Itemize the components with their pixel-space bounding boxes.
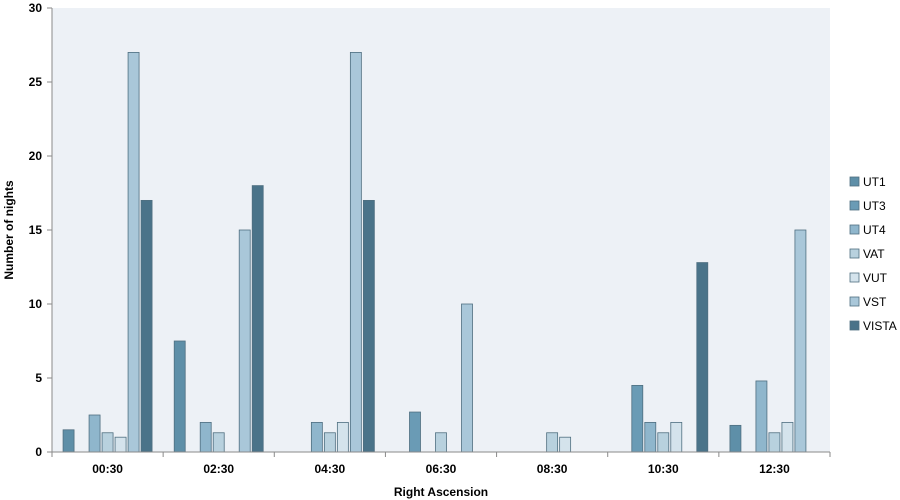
bar-vst-0630 [461, 303, 473, 453]
x-tick-label: 04:30 [315, 462, 346, 476]
x-tick-label: 00:30 [92, 462, 123, 476]
legend-label-vut: VUT [863, 271, 888, 285]
bar-ut4-1030 [644, 421, 657, 453]
y-tick-label: 25 [29, 75, 43, 89]
x-tick-label: 08:30 [537, 462, 568, 476]
bar-ut4-0430 [310, 421, 323, 453]
x-tick-label: 02:30 [203, 462, 234, 476]
bar-vista-0430 [362, 199, 375, 453]
bars-group [62, 52, 807, 453]
y-axis-title: Number of nights [2, 180, 16, 280]
bar-ut1-1230 [729, 424, 742, 453]
legend-swatch-ut3 [849, 200, 860, 211]
bar-vst-1230 [794, 229, 807, 453]
bar-vista-0030 [140, 199, 153, 453]
legend-swatch-ut1 [849, 176, 860, 187]
bar-ut3-0630 [409, 411, 421, 453]
bar-vut-1030 [670, 421, 683, 453]
bar-vat-0430 [323, 432, 336, 453]
legend-swatch-vut [849, 272, 860, 283]
bar-vat-0830 [546, 432, 559, 453]
y-tick-label: 0 [35, 445, 42, 459]
x-tick-label: 12:30 [759, 462, 790, 476]
bar-ut4-0230 [199, 421, 212, 453]
bar-vut-0430 [336, 421, 349, 453]
bar-ut4-1230 [755, 380, 768, 453]
y-tick-label: 10 [29, 297, 43, 311]
bar-vista-0230 [251, 185, 264, 453]
y-tick-label: 5 [35, 371, 42, 385]
legend-label-ut4: UT4 [863, 223, 886, 237]
legend-swatch-vst [849, 296, 860, 307]
bar-ut3-1030 [631, 384, 644, 453]
bar-vut-0030 [114, 436, 127, 453]
bar-vat-0030 [101, 432, 114, 453]
x-ticks-group: 00:30 02:30 04:30 06:30 08:30 10:30 12:30 [51, 452, 831, 476]
bar-vista-1030 [696, 262, 709, 453]
bar-vut-1230 [781, 421, 794, 453]
legend-label-ut1: UT1 [863, 175, 886, 189]
y-tick-label: 15 [29, 223, 43, 237]
bar-vat-1230 [768, 432, 781, 453]
legend-label-vst: VST [863, 295, 887, 309]
legend-label-ut3: UT3 [863, 199, 886, 213]
x-tick-label: 10:30 [648, 462, 679, 476]
y-ticks-group: 0 5 10 15 20 25 30 [29, 1, 52, 459]
plot-area [52, 8, 830, 452]
bar-vst-0030 [127, 52, 140, 453]
bar-vat-0230 [212, 432, 225, 453]
bar-vat-1030 [657, 432, 670, 453]
x-tick-label: 06:30 [426, 462, 457, 476]
bar-vat-0630 [435, 432, 447, 453]
legend-swatch-vat [849, 248, 860, 259]
bar-ut4-0030 [88, 414, 101, 453]
y-tick-label: 30 [29, 1, 43, 15]
bar-ut1-0230 [173, 340, 186, 453]
bar-vst-0230 [238, 229, 251, 453]
bar-vst-0430 [349, 52, 362, 453]
legend-swatch-ut4 [849, 224, 860, 235]
x-axis-title: Right Ascension [394, 485, 488, 499]
legend-swatch-vista [849, 320, 860, 331]
legend: UT1 UT3 UT4 VAT VUT VST VISTA [849, 175, 897, 333]
y-tick-label: 20 [29, 149, 43, 163]
bar-vut-0830 [559, 436, 572, 453]
bar-ut1-0030 [62, 429, 75, 453]
legend-label-vista: VISTA [863, 319, 897, 333]
legend-label-vat: VAT [863, 247, 885, 261]
